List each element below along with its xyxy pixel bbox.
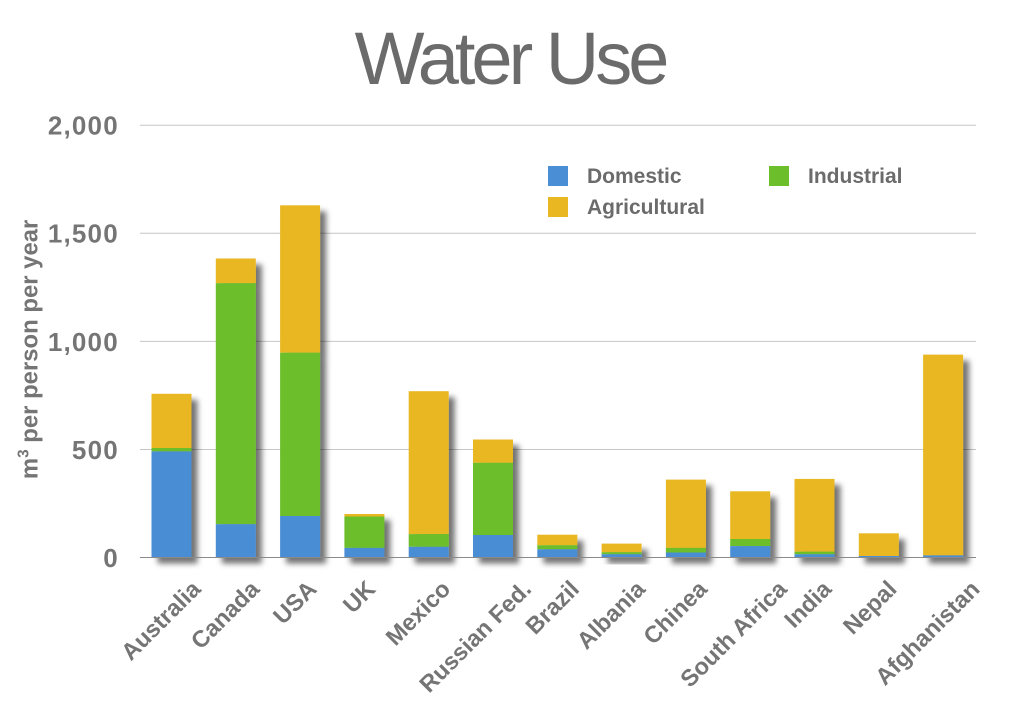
svg-text:2,000: 2,000 [48, 111, 119, 141]
svg-text:0: 0 [103, 543, 119, 573]
svg-text:1,000: 1,000 [48, 327, 119, 357]
svg-text:1,500: 1,500 [48, 219, 119, 249]
svg-text:m3 per person per year: m3 per person per year [15, 220, 43, 479]
svg-text:Water Use: Water Use [355, 17, 667, 100]
svg-text:Agricultural: Agricultural [587, 196, 705, 219]
svg-text:Industrial: Industrial [808, 165, 903, 188]
svg-text:Domestic: Domestic [587, 165, 682, 188]
svg-text:500: 500 [72, 435, 119, 465]
